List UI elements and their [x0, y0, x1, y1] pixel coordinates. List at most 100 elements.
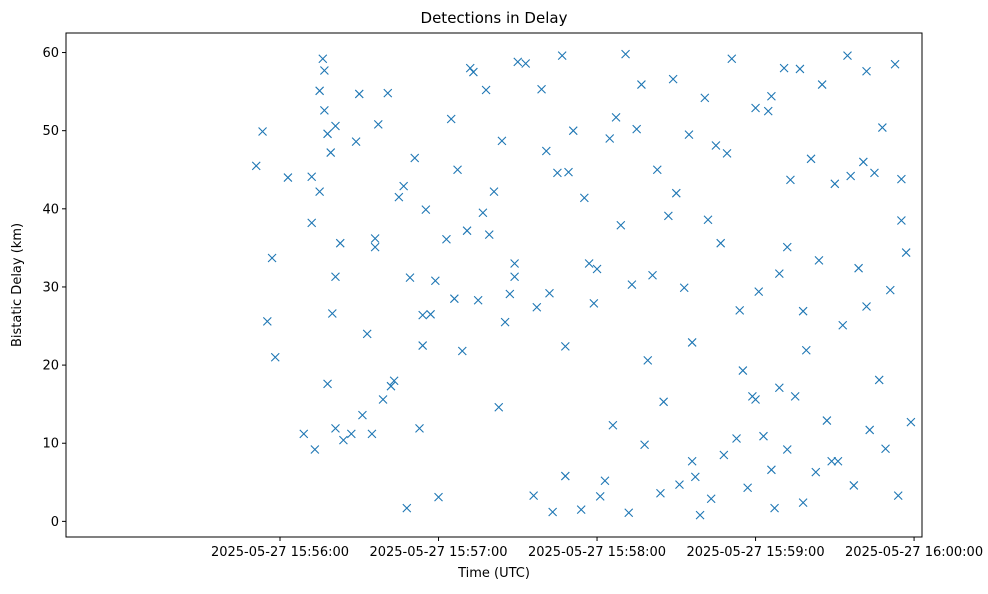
data-point [358, 410, 367, 420]
data-point [576, 505, 586, 515]
data-point [830, 179, 840, 189]
data-point [383, 88, 393, 98]
data-point [858, 157, 868, 167]
data-point [732, 434, 741, 443]
data-point [319, 66, 329, 75]
data-point [327, 309, 337, 318]
data-point [659, 397, 669, 407]
data-point [326, 148, 336, 157]
data-point [865, 425, 875, 435]
data-point [656, 488, 665, 498]
data-point [862, 302, 871, 311]
data-point [897, 216, 906, 225]
data-point [754, 287, 764, 297]
data-point [632, 124, 642, 134]
data-point [442, 234, 451, 244]
data-point [881, 444, 890, 454]
data-point [394, 192, 404, 202]
data-point [537, 84, 546, 94]
data-point [370, 242, 380, 252]
data-point [843, 51, 852, 61]
data-point [568, 126, 578, 136]
data-point [319, 105, 329, 115]
data-point [331, 121, 340, 131]
y-tick-label: 40 [42, 202, 59, 217]
data-point [885, 285, 895, 295]
data-point [605, 134, 615, 143]
data-point [890, 59, 900, 69]
data-point [449, 294, 459, 304]
data-point [560, 471, 570, 481]
data-point [711, 141, 721, 150]
data-point [767, 91, 776, 101]
x-tick-label: 2025-05-27 16:00:00 [845, 545, 983, 560]
data-point [727, 54, 737, 64]
data-point [679, 283, 689, 293]
data-point [811, 467, 821, 477]
data-point [418, 310, 428, 320]
y-tick-label: 60 [42, 46, 59, 61]
data-point [675, 480, 684, 490]
data-point [806, 154, 816, 164]
data-point [462, 226, 472, 236]
data-point [370, 234, 380, 243]
data-point [579, 193, 589, 203]
data-point [331, 423, 340, 433]
data-point [378, 395, 388, 404]
data-point [267, 253, 277, 263]
data-point [817, 80, 827, 89]
data-point [310, 445, 320, 454]
data-point [351, 137, 361, 147]
data-point [616, 220, 626, 230]
data-point [335, 238, 345, 248]
data-point [323, 129, 332, 139]
data-point [446, 114, 456, 124]
data-point [846, 171, 856, 181]
data-point [611, 113, 621, 122]
data-point [402, 503, 412, 513]
data-point [421, 205, 431, 214]
data-point [906, 417, 916, 427]
y-tick-label: 50 [42, 124, 59, 139]
data-point [457, 346, 467, 356]
data-point [790, 391, 800, 401]
data-point [870, 168, 879, 178]
data-point [283, 173, 293, 182]
data-point [473, 295, 483, 305]
data-point [595, 491, 605, 501]
data-point [481, 85, 491, 95]
data-point [695, 510, 705, 520]
data-point [814, 255, 824, 265]
data-point [405, 273, 415, 282]
data-point [700, 93, 710, 103]
data-point [553, 168, 562, 178]
plot-frame [65, 32, 923, 538]
data-point [627, 280, 637, 289]
data-point [545, 288, 554, 298]
x-tick-label: 2025-05-27 15:59:00 [687, 545, 825, 560]
data-point [270, 352, 280, 362]
data-point [418, 341, 428, 350]
data-point [798, 306, 808, 316]
data-point [668, 74, 678, 84]
data-point [564, 167, 573, 177]
data-point [735, 306, 745, 315]
data-point [354, 89, 364, 99]
data-point [738, 366, 748, 375]
x-tick-label: 2025-05-27 15:58:00 [528, 545, 666, 560]
data-point [307, 172, 317, 182]
data-point [640, 440, 649, 450]
x-axis-ticks: 2025-05-27 15:56:00 2025-05-27 15:57:00 20… [211, 537, 983, 560]
data-point [862, 66, 871, 76]
data-point [500, 317, 510, 327]
data-point [751, 103, 760, 113]
data-point [510, 259, 519, 268]
data-point [426, 309, 435, 319]
data-point [608, 420, 618, 430]
data-point [484, 230, 494, 239]
x-tick-label: 2025-05-27 15:56:00 [211, 545, 349, 560]
data-point [687, 456, 697, 466]
data-point [389, 376, 399, 386]
